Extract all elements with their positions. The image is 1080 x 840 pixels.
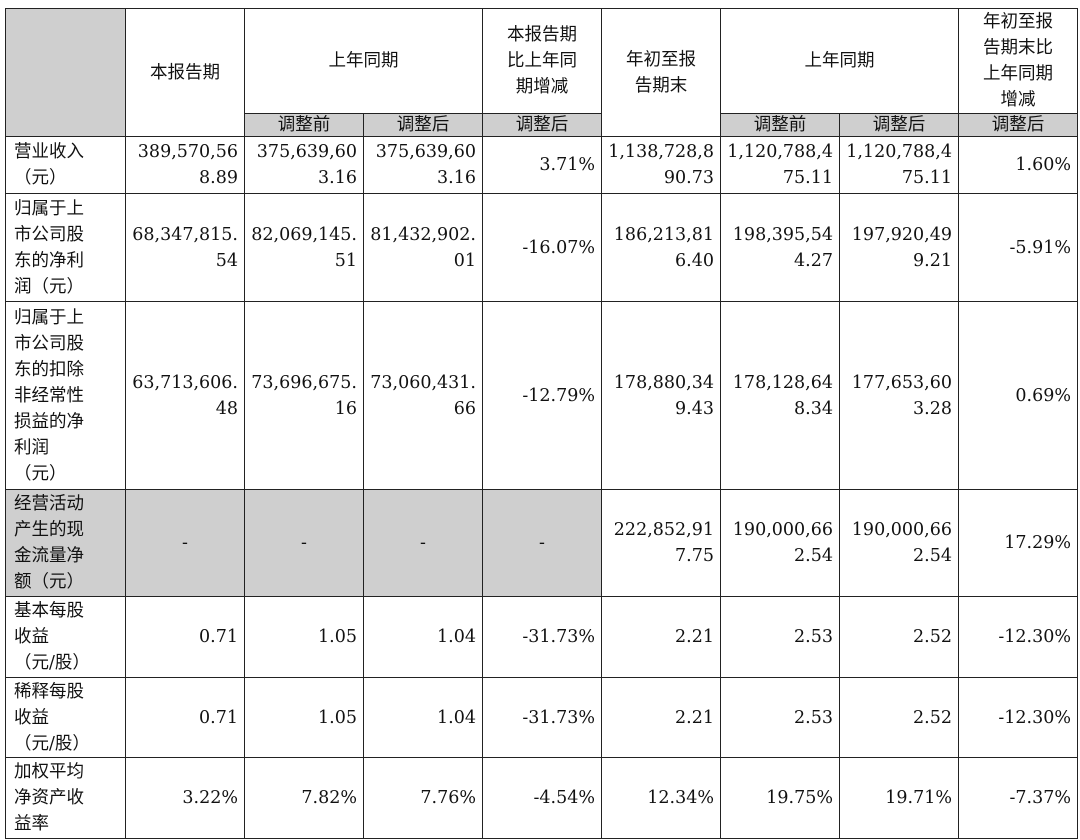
table-cell: 198,395,54 4.27 [720,193,840,302]
after-adjustment-change-header: 调整后 [482,113,602,137]
financial-table-container: 本报告期 上年同期 本报告期比上年同期增减 年初至报告期末 上年同期 年初至报告… [5,8,1078,839]
ytd-end-header: 年初至报告期末 [601,8,721,137]
table-cell: 186,213,81 6.40 [601,193,721,302]
table-cell: 1.60% [958,136,1078,194]
table-cell: 1,138,728,8 90.73 [601,136,721,194]
table-cell: -31.73% [482,596,602,678]
current-change-header: 本报告期比上年同期增减 [482,8,602,114]
table-row: 经营活动产生的现金流量净额（元） - - - - 222,852,91 7.75… [5,489,1078,597]
table-cell: 375,639,60 3.16 [244,136,364,194]
table-cell: 7.76% [363,757,483,839]
table-cell: 1.05 [244,596,364,678]
table-cell: -12.30% [958,596,1078,678]
after-adjustment-header: 调整后 [363,113,483,137]
table-cell: 81,432,902. 01 [363,193,483,302]
table-row: 稀释每股收益（元/股） 0.71 1.05 1.04 -31.73% 2.21 … [5,677,1078,758]
table-cell: - [125,489,245,597]
table-cell: 2.53 [720,596,840,678]
table-cell: - [482,489,602,597]
table-cell: 0.71 [125,677,245,758]
row-label: 营业收入（元） [5,136,126,194]
table-cell: 222,852,91 7.75 [601,489,721,597]
table-cell: -4.54% [482,757,602,839]
table-row: 归属于上市公司股东的扣除非经常性损益的净利润（元） 63,713,606. 48… [5,301,1078,490]
table-cell: 0.69% [958,301,1078,490]
table-cell: 19.71% [839,757,959,839]
table-cell: 2.21 [601,677,721,758]
table-cell: -12.30% [958,677,1078,758]
row-label: 经营活动产生的现金流量净额（元） [5,489,126,597]
table-cell: 190,000,66 2.54 [839,489,959,597]
table-cell: 2.21 [601,596,721,678]
current-period-header: 本报告期 [125,8,245,137]
row-label: 归属于上市公司股东的净利润（元） [5,193,126,302]
table-cell: -5.91% [958,193,1078,302]
table-cell: 178,128,64 8.34 [720,301,840,490]
table-cell: 63,713,606. 48 [125,301,245,490]
table-cell: 7.82% [244,757,364,839]
table-cell: 190,000,66 2.54 [720,489,840,597]
table-cell: - [363,489,483,597]
table-cell: 3.71% [482,136,602,194]
table-cell: 1.04 [363,596,483,678]
table-cell: 73,060,431. 66 [363,301,483,490]
table-cell: 1.05 [244,677,364,758]
table-row: 加权平均净资产收益率 3.22% 7.82% 7.76% -4.54% 12.3… [5,757,1078,839]
after-adjustment-header-2: 调整后 [839,113,959,137]
table-row: 基本每股收益（元/股） 0.71 1.05 1.04 -31.73% 2.21 … [5,596,1078,678]
table-row: 归属于上市公司股东的净利润（元） 68,347,815. 54 82,069,1… [5,193,1078,302]
table-cell: 1,120,788,4 75.11 [839,136,959,194]
table-cell: -31.73% [482,677,602,758]
table-cell: 3.22% [125,757,245,839]
table-cell: 177,653,60 3.28 [839,301,959,490]
table-cell: 12.34% [601,757,721,839]
table-cell: 1,120,788,4 75.11 [720,136,840,194]
row-label: 稀释每股收益（元/股） [5,677,126,758]
prior-year-header: 上年同期 [244,8,483,114]
row-label: 归属于上市公司股东的扣除非经常性损益的净利润（元） [5,301,126,490]
table-cell: 1.04 [363,677,483,758]
table-cell: 178,880,34 9.43 [601,301,721,490]
ytd-change-header: 年初至报告期末比上年同期增减 [958,8,1078,114]
table-cell: -7.37% [958,757,1078,839]
before-adjustment-header: 调整前 [244,113,364,137]
table-row: 营业收入（元） 389,570,56 8.89 375,639,60 3.16 … [5,136,1078,194]
table-cell: 2.52 [839,596,959,678]
corner-header-cell [5,8,126,137]
table-cell: - [244,489,364,597]
header-row-sub: 调整前 调整后 调整后 调整前 调整后 调整后 [6,113,1078,137]
before-adjustment-header-2: 调整前 [720,113,840,137]
header-row-main: 本报告期 上年同期 本报告期比上年同期增减 年初至报告期末 上年同期 年初至报告… [5,8,1078,137]
table-cell: 2.52 [839,677,959,758]
table-cell: 389,570,56 8.89 [125,136,245,194]
table-cell: 197,920,49 9.21 [839,193,959,302]
table-cell: 17.29% [958,489,1078,597]
table-cell: 82,069,145. 51 [244,193,364,302]
prior-year-header-2: 上年同期 [720,8,959,114]
after-adjustment-change-header-2: 调整后 [958,113,1078,137]
row-label: 加权平均净资产收益率 [5,757,126,839]
table-cell: -16.07% [482,193,602,302]
table-cell: 19.75% [720,757,840,839]
table-cell: 0.71 [125,596,245,678]
table-cell: 73,696,675. 16 [244,301,364,490]
table-cell: 68,347,815. 54 [125,193,245,302]
table-cell: 375,639,60 3.16 [363,136,483,194]
row-label: 基本每股收益（元/股） [5,596,126,678]
table-cell: -12.79% [482,301,602,490]
table-cell: 2.53 [720,677,840,758]
key-financial-data-table: 本报告期 上年同期 本报告期比上年同期增减 年初至报告期末 上年同期 年初至报告… [5,8,1078,839]
